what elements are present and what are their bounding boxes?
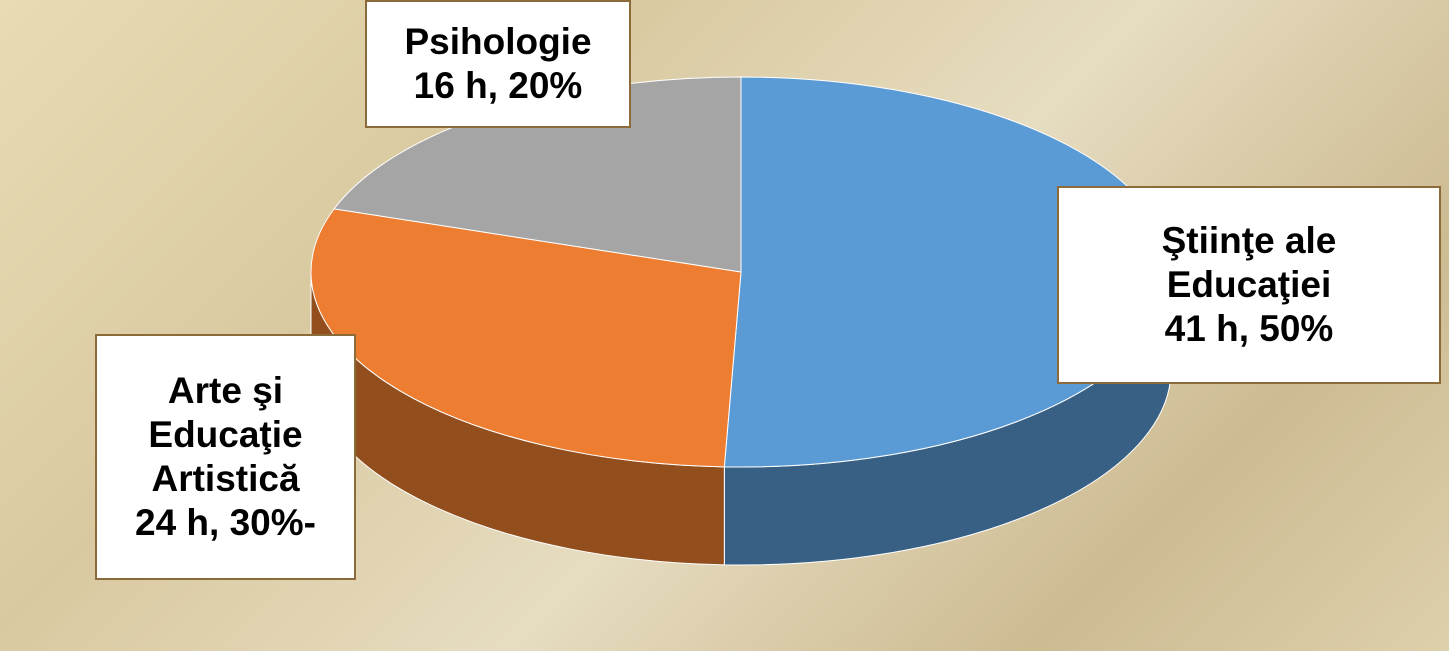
label-value: 16 h, 20% — [375, 64, 621, 108]
label-value: 24 h, 30%- — [105, 501, 346, 545]
label-category: Arte şi Educaţie Artistică — [105, 369, 346, 501]
data-label: Psihologie 16 h, 20% — [365, 0, 631, 128]
label-category: Ştiinţe ale Educaţiei — [1067, 219, 1431, 307]
data-label: Arte şi Educaţie Artistică 24 h, 30%- — [95, 334, 356, 580]
chart: Ştiinţe ale Educaţiei 41 h, 50% Arte şi … — [0, 0, 1449, 651]
label-value: 41 h, 50% — [1067, 307, 1431, 351]
label-category: Psihologie — [375, 20, 621, 64]
data-label: Ştiinţe ale Educaţiei 41 h, 50% — [1057, 186, 1441, 384]
